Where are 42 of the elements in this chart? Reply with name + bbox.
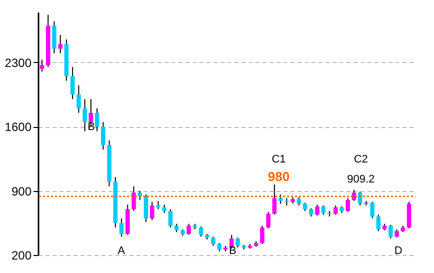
candlestick	[370, 201, 374, 219]
candlestick	[333, 204, 338, 216]
candlestick	[211, 236, 216, 246]
candlestick	[101, 122, 106, 150]
candlestick	[186, 223, 191, 236]
annotation: B	[228, 245, 236, 258]
candlestick	[266, 211, 270, 229]
y-tick-label: 900	[11, 184, 32, 198]
y-tick-label: 2300	[4, 56, 32, 70]
candlestick	[94, 108, 100, 132]
y-tick-label: 1600	[4, 120, 32, 134]
annotation: C2	[354, 154, 368, 166]
candlestick	[346, 198, 350, 212]
candlestick	[321, 204, 326, 216]
y-tick-label: 200	[11, 248, 32, 262]
candlestick	[168, 208, 173, 228]
candlestick	[132, 186, 136, 212]
candlestick	[236, 237, 240, 248]
candlestick	[406, 201, 412, 229]
candlestick	[119, 218, 124, 238]
candlestick	[52, 20, 56, 54]
candlestick	[82, 98, 87, 132]
candlestick	[284, 198, 289, 206]
candlestick	[315, 204, 320, 216]
annotation: C1	[272, 154, 286, 166]
candlestick	[198, 226, 204, 238]
candlestick	[138, 190, 142, 200]
candlestick	[278, 194, 283, 204]
candlestick	[144, 194, 148, 222]
candlestick	[260, 225, 264, 244]
candlestick	[76, 84, 81, 114]
candlestick	[376, 214, 381, 232]
annotation: D	[394, 245, 402, 258]
annotation: 980	[268, 168, 290, 184]
annotation: A	[118, 245, 126, 258]
candlestick	[388, 224, 393, 239]
annotation: B	[88, 120, 95, 133]
candlestick	[272, 184, 277, 216]
candlestick	[58, 34, 62, 54]
candlestick	[150, 201, 154, 221]
candlestick	[70, 66, 75, 100]
annotation: 909.2	[347, 174, 375, 186]
